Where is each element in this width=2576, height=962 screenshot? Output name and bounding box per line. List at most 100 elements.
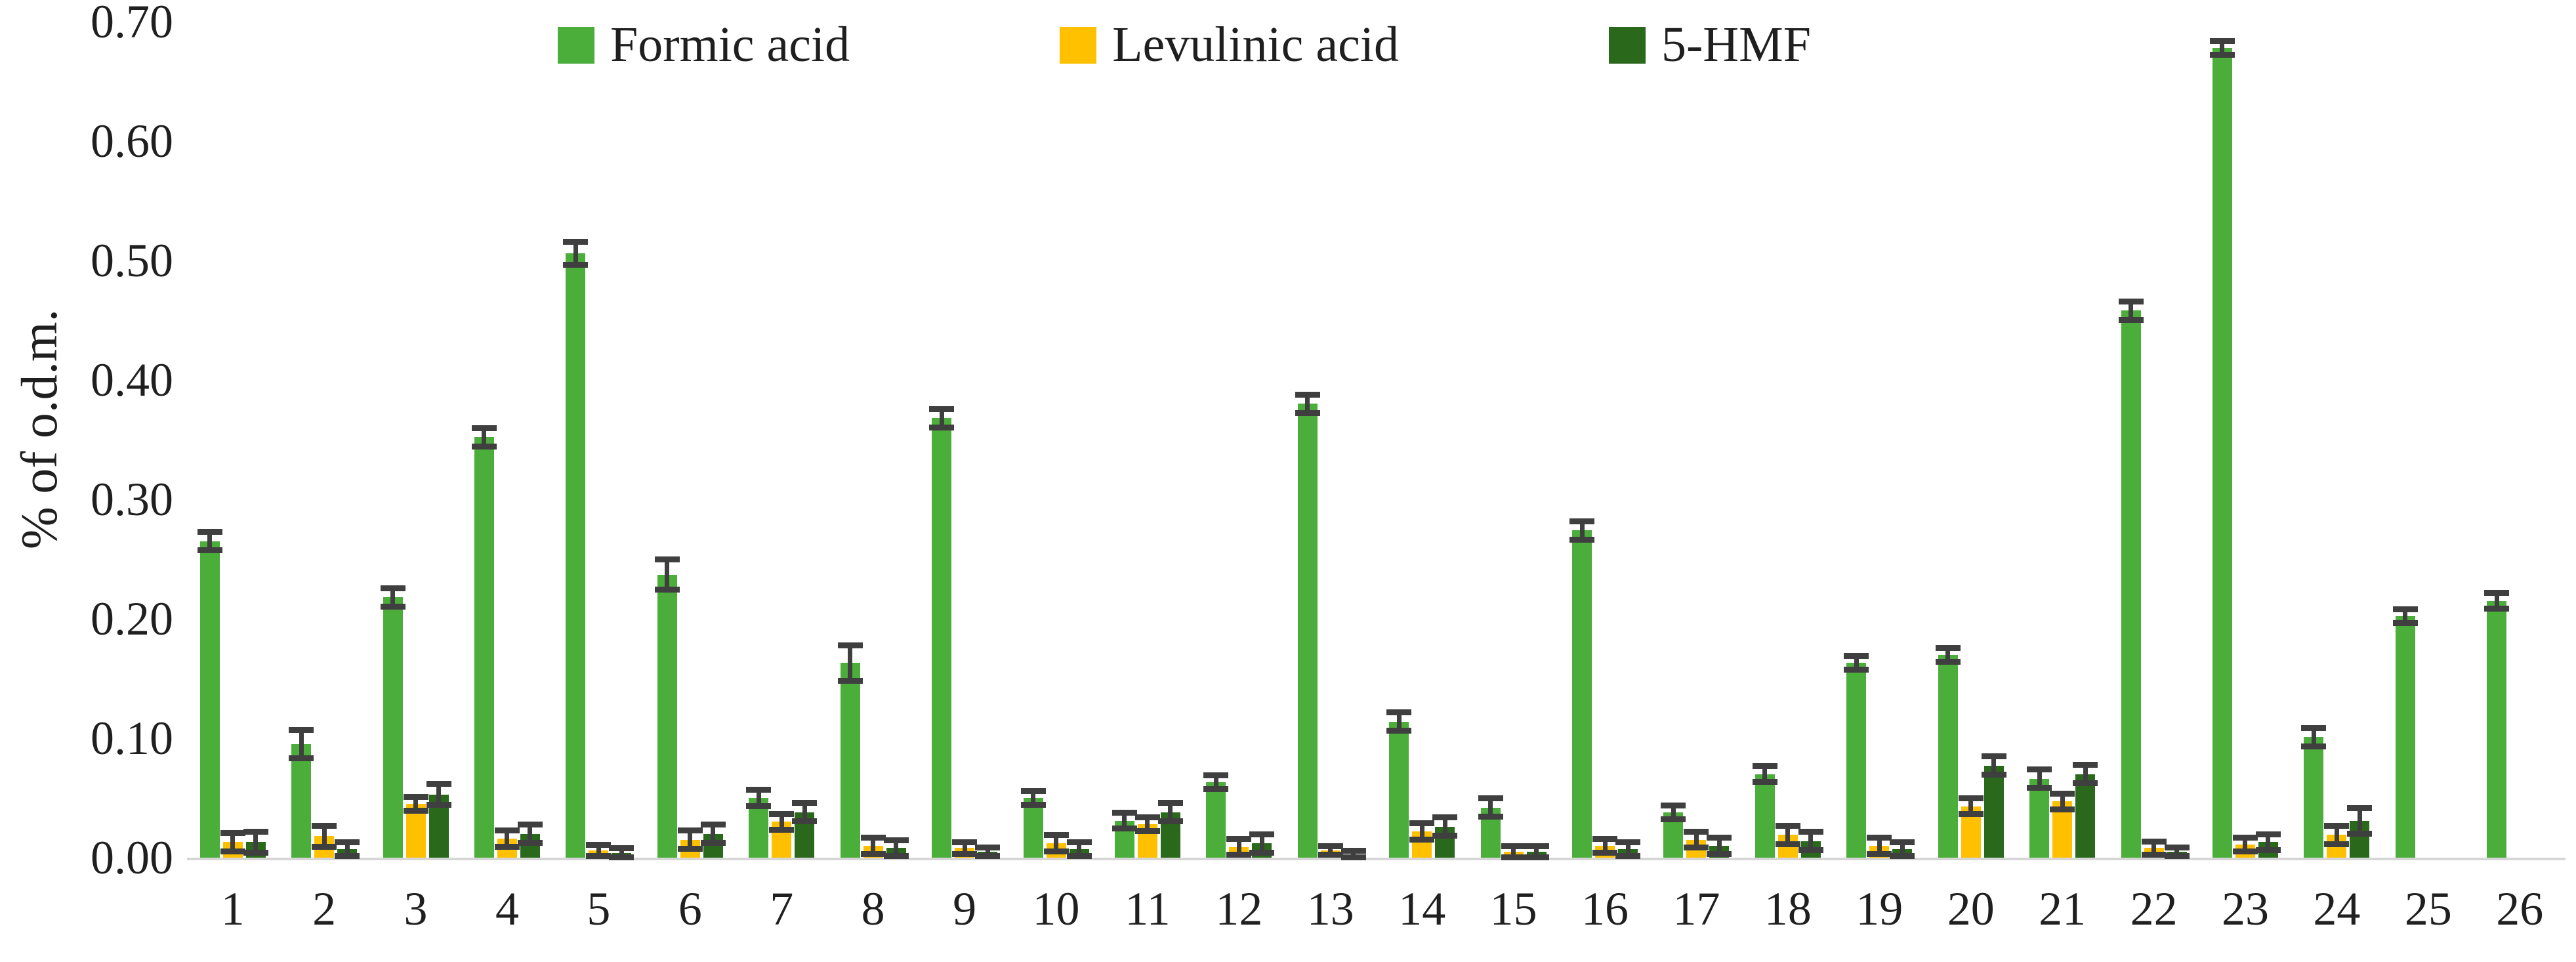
y-tick-label: 0.70 (91, 0, 173, 48)
bar-group-21 (2016, 22, 2108, 858)
error-bar-cap-bottom (2118, 317, 2144, 324)
x-tick-label-8: 8 (861, 883, 885, 935)
error-bar-cap-bottom (1340, 854, 1366, 860)
error-bar-cap-top (1157, 800, 1183, 806)
error-bar-line (2266, 833, 2271, 851)
error-bar-line (2334, 825, 2339, 845)
error-bar-cap-top (1386, 709, 1412, 715)
bar-levulinic-acid-24 (2324, 822, 2350, 858)
bar-formic-acid-16 (1569, 518, 1595, 858)
error-bar-cap-top (837, 642, 863, 649)
error-bar-line (1808, 831, 1814, 851)
error-bar-cap-top (1615, 839, 1641, 846)
error-bar-cap-top (1775, 822, 1800, 829)
error-bar-line (665, 559, 670, 591)
x-tick-label-24: 24 (2313, 883, 2361, 935)
bar-formic-acid-14 (1386, 709, 1412, 858)
error-bar-cap-top (289, 727, 314, 734)
bar-5-hmf-21 (2073, 762, 2098, 858)
error-bar-line (1488, 798, 1493, 818)
error-bar-cap-bottom (2164, 853, 2190, 860)
bar-formic-acid-18 (1752, 763, 1777, 858)
bar-5-hmf-20 (1981, 753, 2006, 858)
bar-group-15 (1468, 22, 1559, 860)
error-bar-line (1328, 845, 1333, 856)
bar-group-5 (553, 22, 644, 861)
error-bar-cap-top (2324, 822, 2350, 829)
error-bar-cap-bottom (2301, 743, 2327, 749)
error-bar-cap-top (1478, 795, 1503, 802)
bar-group-19 (1834, 22, 1925, 860)
error-bar-cap-top (426, 781, 451, 787)
error-bar-cap-bottom (1295, 409, 1320, 416)
error-bar-cap-bottom (563, 262, 589, 268)
error-bar-cap-top (1066, 839, 1092, 846)
error-bar-cap-bottom (2392, 620, 2418, 627)
error-bar-cap-top (1752, 763, 1777, 769)
error-bar-cap-bottom (380, 603, 405, 610)
bar-formic-acid-11 (1111, 809, 1137, 858)
error-bar-cap-bottom (952, 850, 978, 857)
error-bar-cap-bottom (1478, 814, 1503, 820)
error-bar-cap-top (1867, 835, 1892, 841)
error-bar-cap-top (975, 844, 1001, 850)
error-bar-cap-top (792, 800, 818, 806)
error-bar-cap-bottom (975, 853, 1001, 860)
bar-formic-acid-21 (2027, 766, 2052, 858)
bar-formic-acid-2 (289, 727, 314, 858)
error-bar-line (619, 848, 624, 858)
error-bar-line (1534, 845, 1539, 858)
bar-levulinic-acid-8 (860, 835, 886, 858)
error-bar-line (848, 645, 853, 681)
error-bar-cap-bottom (1203, 786, 1229, 793)
x-tick-label-3: 3 (404, 883, 428, 935)
bar-formic-acid-13 (1295, 391, 1320, 858)
bar-group-2 (278, 22, 369, 860)
bar-5-hmf-13 (1340, 848, 1366, 860)
bar-5-hmf-24 (2347, 805, 2373, 858)
error-bar-line (2129, 301, 2134, 321)
error-bar-cap-bottom (220, 848, 245, 854)
error-bar-cap-bottom (2027, 785, 2052, 791)
bar-5-hmf-14 (1432, 814, 1458, 858)
error-bar-line (1693, 831, 1699, 848)
bar-formic-acid-17 (1661, 802, 1686, 858)
error-bar-cap-top (1134, 814, 1160, 821)
bar-formic-acid-4 (471, 425, 497, 858)
bar-group-7 (736, 22, 827, 858)
x-tick-label-22: 22 (2130, 883, 2178, 935)
error-bar-line (322, 825, 327, 847)
error-bar-line (344, 842, 350, 857)
bar-5-hmf-9 (975, 844, 1001, 860)
error-bar-cap-bottom (2050, 806, 2075, 813)
bar-5-hmf-6 (700, 822, 726, 858)
bar-5-hmf-1 (243, 828, 268, 858)
error-bar-cap-bottom (654, 587, 680, 593)
bar-group-24 (2291, 22, 2382, 858)
error-bar-line (688, 830, 693, 850)
legend-item-5-hmf: 5-HMF (1608, 16, 1811, 73)
error-bar-cap-top (563, 238, 589, 245)
bar-group-25 (2382, 22, 2474, 858)
error-bar-cap-bottom (677, 846, 703, 852)
error-bar-cap-bottom (1661, 816, 1686, 822)
error-bar-cap-bottom (471, 443, 497, 450)
error-bar-cap-top (471, 425, 497, 431)
error-bar-cap-bottom (860, 850, 886, 857)
bar-levulinic-acid-13 (1318, 843, 1343, 858)
error-bar-cap-bottom (1501, 854, 1526, 860)
error-bar-line (1945, 647, 1951, 662)
error-bar-line (1031, 791, 1035, 805)
error-bar-cap-top (1890, 839, 1915, 846)
y-tick-label: 0.00 (91, 831, 173, 884)
error-bar-cap-bottom (700, 840, 726, 847)
error-bar-line (1968, 798, 1974, 815)
error-bar-cap-bottom (426, 801, 451, 808)
error-bar-cap-top (1935, 644, 1961, 651)
error-bar-line (2243, 837, 2248, 852)
error-bar-line (1077, 842, 1081, 857)
error-bar-line (528, 824, 533, 844)
bar-group-6 (644, 22, 736, 858)
error-bar-cap-bottom (1066, 853, 1092, 860)
error-bar-cap-top (335, 839, 360, 846)
